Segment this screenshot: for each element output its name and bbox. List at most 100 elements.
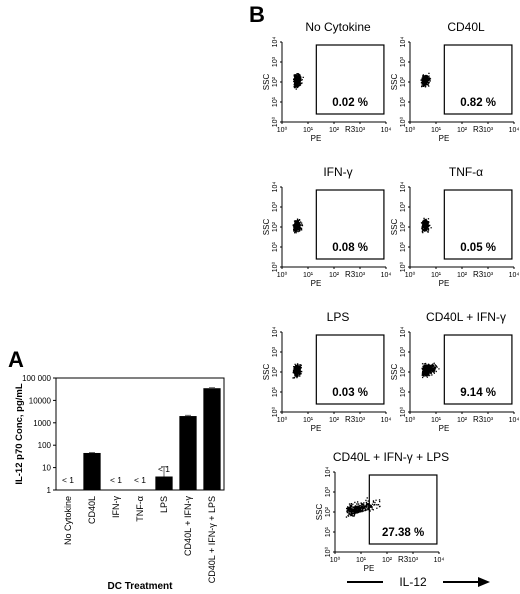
gate-r3: [443, 189, 513, 260]
x-tick-label: 10⁴: [509, 417, 520, 424]
gate-label: R3: [398, 555, 409, 564]
x-tick-label: 10¹: [431, 417, 442, 424]
y-tick-label: 10¹: [272, 96, 279, 107]
bar-2: [83, 452, 101, 490]
y-tick-label: 100: [38, 441, 52, 450]
y-tick-label: 10²: [272, 366, 279, 377]
panel-b-label: B: [249, 2, 265, 27]
x-tick-label: 10³: [355, 417, 366, 424]
y-tick-label: 10⁴: [400, 327, 407, 338]
x-tick-label: 10⁴: [509, 127, 520, 134]
x-tick-label: 10¹: [431, 127, 442, 134]
gate-percent-label: 0.05 %: [460, 242, 496, 254]
x-tick-label: 10³: [483, 127, 494, 134]
panel-title: CD40L + IFN-γ + LPS: [333, 450, 449, 464]
x-tick-label: 10⁴: [434, 557, 445, 564]
x-tick-label: 10³: [355, 272, 366, 279]
y-tick-label: 10³: [272, 346, 279, 357]
gate-label: R3: [473, 270, 484, 279]
panel-title: LPS: [327, 310, 350, 324]
bar-7: [203, 388, 221, 490]
panel-title: TNF-α: [449, 165, 483, 179]
x-tick-label: 10¹: [303, 417, 314, 424]
y-tick-label: 10³: [400, 346, 407, 357]
pe-axis-label: PE: [439, 424, 450, 433]
pe-axis-label: PE: [364, 564, 375, 573]
pe-axis-label: PE: [439, 279, 450, 288]
gate-r3: [443, 334, 513, 405]
x-tick-label: 10⁴: [381, 127, 392, 134]
y-tick-label: 10³: [272, 201, 279, 212]
panel-a-axes-frame: [55, 377, 225, 491]
ssc-axis-label: SSC: [390, 219, 399, 236]
y-tick-label: 10⁴: [400, 182, 407, 193]
gate-percent-label: 0.08 %: [332, 242, 368, 254]
y-tick-label: 10⁰: [399, 407, 407, 418]
il12-caption: IL-12: [399, 575, 427, 589]
y-tick-label: 10⁰: [271, 407, 279, 418]
y-tick-label: 10²: [272, 221, 279, 232]
x-tick-label: 10¹: [356, 557, 367, 564]
y-tick-label: 1000: [33, 419, 51, 428]
x-tick-label: 10⁰: [277, 126, 288, 134]
x-tick-label: 10⁰: [405, 416, 416, 424]
y-tick-label: 10⁴: [272, 182, 279, 193]
y-tick-label: 10⁰: [271, 262, 279, 273]
gate-r3: [443, 44, 513, 115]
y-tick-label: 10³: [272, 56, 279, 67]
panel-title: CD40L + IFN-γ: [426, 310, 506, 324]
y-tick-label: 10³: [325, 486, 332, 497]
y-tick-label: 10⁰: [399, 117, 407, 128]
gate-percent-label: 27.38 %: [382, 527, 424, 539]
gate-r3: [315, 334, 385, 405]
x-tick-label: 10¹: [303, 127, 314, 134]
event-dots: [345, 497, 381, 518]
category-label: CD40L: [87, 496, 97, 524]
gate-percent-label: 9.14 %: [460, 387, 496, 399]
category-label: TNF-α: [135, 496, 145, 522]
y-tick-label: 10⁴: [325, 467, 332, 478]
x-tick-label: 10⁴: [381, 417, 392, 424]
bar-6: [179, 416, 197, 490]
x-tick-label: 10⁰: [405, 271, 416, 279]
gate-percent-label: 0.82 %: [460, 97, 496, 109]
gate-label: R3: [473, 125, 484, 134]
bar-data-label: < 1: [134, 475, 146, 485]
x-tick-label: 10²: [329, 272, 340, 279]
y-tick-label: 10²: [400, 76, 407, 87]
gate-r3: [315, 44, 385, 115]
x-tick-label: 10⁴: [381, 272, 392, 279]
y-tick-label: 100 000: [22, 374, 51, 383]
panel-title: No Cytokine: [305, 20, 371, 34]
x-tick-label: 10¹: [431, 272, 442, 279]
ssc-axis-label: SSC: [315, 504, 324, 521]
y-tick-label: 10²: [272, 76, 279, 87]
event-dots: [420, 217, 432, 234]
y-tick-label: 10²: [400, 221, 407, 232]
y-tick-label: 10⁰: [324, 547, 332, 558]
gate-r3: [315, 189, 385, 260]
gate-label: R3: [345, 125, 356, 134]
x-tick-label: 10⁰: [277, 416, 288, 424]
y-tick-label: 10⁰: [399, 262, 407, 273]
bar-data-label: < 1: [62, 475, 74, 485]
x-tick-label: 10³: [355, 127, 366, 134]
y-axis-label: IL-12 p70 Conc, pg/mL: [14, 383, 25, 485]
y-tick-label: 10¹: [400, 241, 407, 252]
y-tick-label: 10000: [29, 396, 52, 405]
pe-axis-label: PE: [439, 134, 450, 143]
y-tick-label: 10¹: [272, 386, 279, 397]
y-tick-label: 10¹: [400, 96, 407, 107]
x-tick-label: 10²: [457, 272, 468, 279]
category-label: LPS: [159, 496, 169, 513]
gate-label: R3: [345, 415, 356, 424]
y-tick-label: 10⁴: [272, 37, 279, 48]
gate-label: R3: [345, 270, 356, 279]
ssc-axis-label: SSC: [390, 364, 399, 381]
